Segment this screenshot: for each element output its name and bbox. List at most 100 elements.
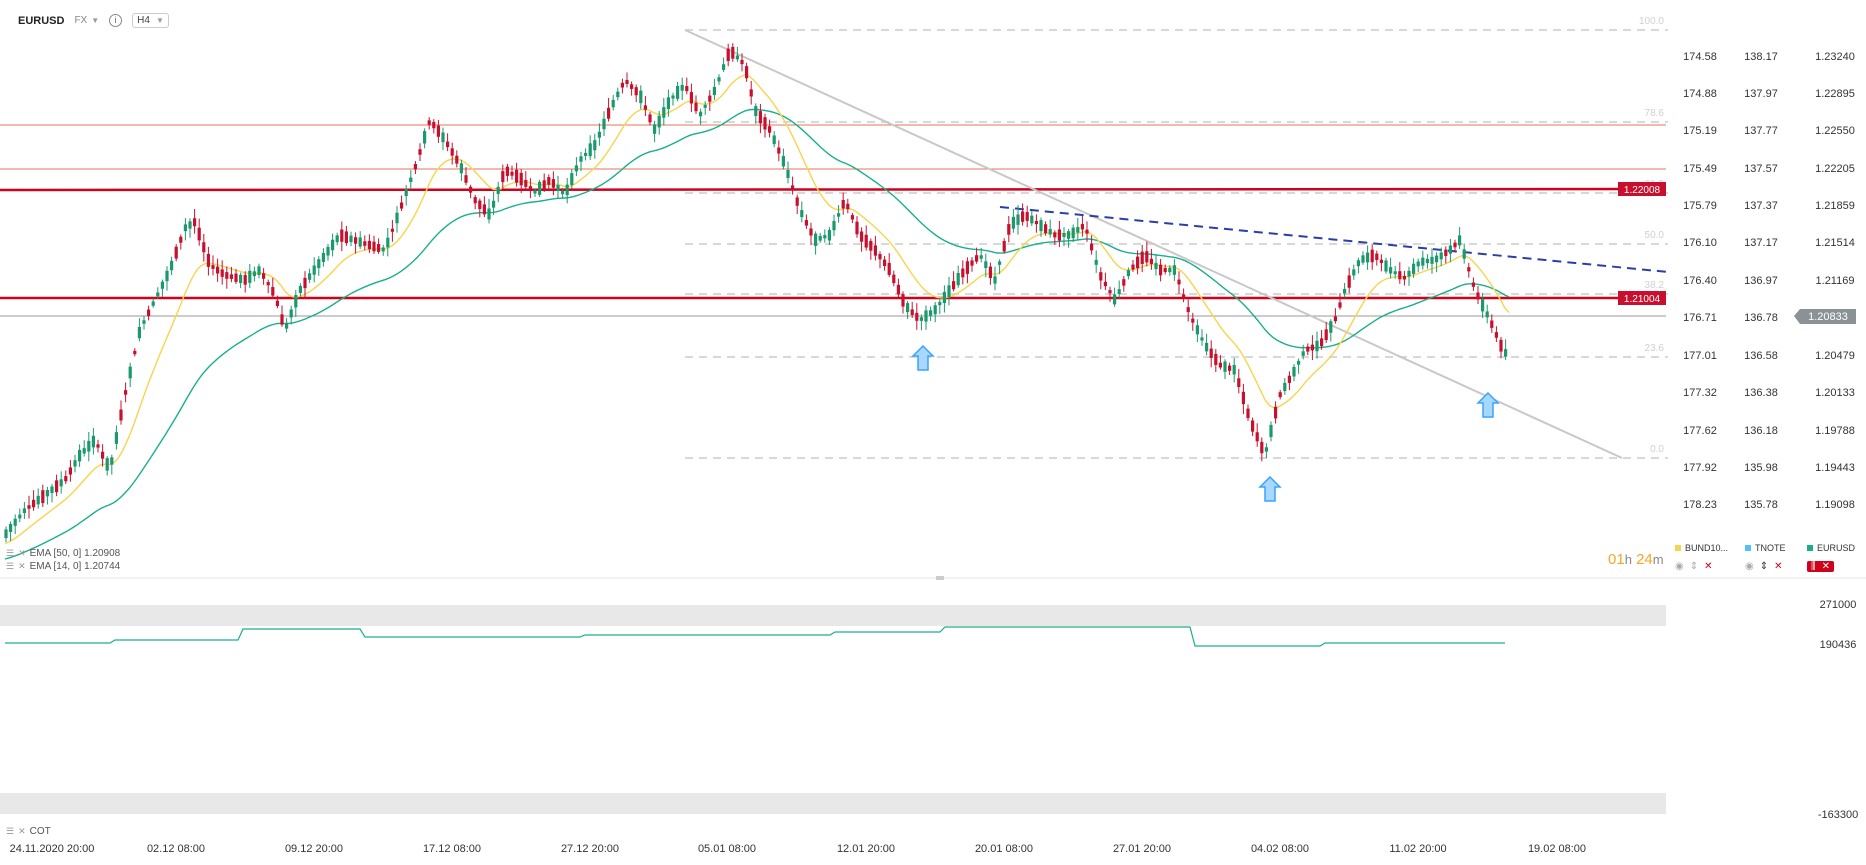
- bund-price-axis: 174.58 174.88 175.19 175.49 175.79 176.10 176.…: [1683, 51, 1717, 511]
- candle-body: [395, 212, 399, 224]
- dashed-trend-line[interactable]: [999, 206, 1669, 273]
- fib-level-label: 23.6: [1645, 343, 1665, 354]
- indicator-cot[interactable]: ☰ ✕ COT: [6, 826, 51, 837]
- eye-icon[interactable]: ◉: [1675, 561, 1684, 572]
- info-icon[interactable]: i: [109, 14, 123, 27]
- sort-icon[interactable]: ⇕: [1759, 561, 1769, 572]
- close-icon[interactable]: ✕: [18, 826, 26, 836]
- candle-body: [216, 266, 220, 274]
- eurusd-axis-tick: 1.22895: [1815, 88, 1855, 100]
- indicator-ema-50[interactable]: ☰ ✕ EMA [50, 0] 1.20908: [6, 548, 120, 559]
- settings-icon[interactable]: ☰: [6, 561, 15, 571]
- candle-body: [998, 261, 1002, 265]
- candle-body: [1002, 240, 1006, 252]
- tnote-axis-tick: 137.17: [1744, 237, 1778, 249]
- candle-body: [1287, 375, 1291, 383]
- candle-body: [73, 460, 77, 467]
- candle-body: [818, 235, 822, 241]
- candle-body: [156, 292, 160, 297]
- legend-swatch: [1807, 545, 1813, 551]
- candle-body: [390, 228, 394, 232]
- candle-body: [436, 125, 440, 137]
- candle-body: [206, 253, 210, 267]
- candle-body: [487, 208, 491, 220]
- downtrend-line[interactable]: [684, 29, 1623, 459]
- candle-body: [413, 163, 417, 170]
- candle-body: [1246, 408, 1250, 419]
- fib-level-label: 100.0: [1639, 16, 1664, 27]
- candle-body: [64, 476, 68, 482]
- candle-body: [841, 199, 845, 209]
- candle-body: [501, 171, 505, 183]
- legend-tnote[interactable]: TNOTE ◉ ⇕ ✕: [1745, 543, 1786, 572]
- close-icon[interactable]: ✕: [1704, 561, 1713, 572]
- market-selector[interactable]: FX ▼: [74, 15, 99, 26]
- close-icon[interactable]: ✕: [1821, 561, 1830, 572]
- fibonacci-retracement[interactable]: 100.078.661.850.038.223.60.0: [685, 16, 1668, 459]
- candle-body: [915, 312, 919, 321]
- candle-body: [795, 197, 799, 206]
- eye-icon[interactable]: ◉: [1745, 561, 1754, 572]
- candle-body: [1126, 270, 1130, 277]
- bund-axis-tick: 176.10: [1683, 237, 1717, 249]
- indicator-ema-14[interactable]: ☰ ✕ EMA [14, 0] 1.20744: [6, 561, 120, 572]
- candle-body: [151, 301, 155, 306]
- candle-body: [404, 189, 408, 196]
- candle-body: [492, 200, 496, 208]
- timeframe-selector[interactable]: H4 ▼: [132, 13, 169, 28]
- eurusd-axis-tick: 1.20133: [1815, 387, 1855, 399]
- candle-body: [1177, 279, 1181, 285]
- sort-icon[interactable]: ⇕: [1689, 561, 1699, 572]
- candle-body: [137, 326, 141, 339]
- candle-body: [1025, 212, 1029, 221]
- candle-body: [239, 274, 243, 283]
- candle-body: [919, 317, 923, 321]
- countdown-hours: 01: [1608, 551, 1625, 568]
- candle-body: [735, 55, 739, 60]
- panel-resize-handle[interactable]: [936, 576, 944, 580]
- resistance-1-tag: 1.22008: [1618, 182, 1666, 196]
- resistance-line-1[interactable]: [0, 187, 1667, 192]
- candle-body: [565, 184, 569, 196]
- candle-body: [358, 237, 362, 247]
- candle-body: [9, 523, 13, 533]
- candle-body: [579, 156, 583, 162]
- candle-body: [754, 106, 758, 117]
- settings-icon[interactable]: ☰: [6, 548, 15, 558]
- candle-body: [901, 294, 905, 307]
- candle-body: [689, 92, 693, 104]
- candle-body: [1228, 365, 1232, 371]
- series-controls[interactable]: ⫼ ✕: [1807, 561, 1834, 572]
- tnote-axis-tick: 136.38: [1744, 387, 1778, 399]
- close-icon[interactable]: ✕: [18, 561, 26, 571]
- up-arrow-icon: [1476, 391, 1500, 418]
- candle-body: [1030, 215, 1034, 224]
- candle-body: [634, 87, 638, 96]
- legend-eurusd[interactable]: EURUSD ⫼ ✕: [1807, 543, 1855, 572]
- candle-body: [1021, 211, 1025, 222]
- candle-body: [979, 255, 983, 259]
- candle-body: [432, 121, 436, 129]
- candle-body: [524, 179, 528, 187]
- candle-body: [855, 221, 859, 235]
- candle-countdown: 01h 24m: [1608, 551, 1664, 568]
- symbol-name[interactable]: EURUSD: [18, 14, 65, 27]
- candle-body: [616, 91, 620, 98]
- candle-body: [938, 302, 942, 306]
- close-icon[interactable]: ✕: [18, 548, 26, 558]
- candle-body: [1016, 214, 1020, 225]
- candle-icon[interactable]: ⫼: [1811, 561, 1816, 572]
- tnote-axis-tick: 138.17: [1744, 51, 1778, 63]
- candle-body: [496, 186, 500, 194]
- svg-text:1.21004: 1.21004: [1624, 294, 1661, 305]
- candle-body: [128, 366, 132, 379]
- bund-axis-tick: 174.88: [1683, 88, 1717, 100]
- candle-body: [602, 118, 606, 130]
- candle-body: [285, 322, 289, 329]
- close-icon[interactable]: ✕: [1774, 561, 1783, 572]
- settings-icon[interactable]: ☰: [6, 826, 15, 836]
- legend-bund[interactable]: BUND10... ◉ ⇕ ✕: [1675, 543, 1728, 572]
- candle-body: [377, 244, 381, 252]
- fib-level-label: 0.0: [1650, 444, 1664, 455]
